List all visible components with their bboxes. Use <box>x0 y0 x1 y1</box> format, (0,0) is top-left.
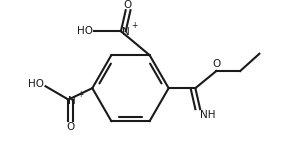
Text: N: N <box>122 27 130 37</box>
Text: HO: HO <box>77 26 93 36</box>
Text: O: O <box>123 0 132 10</box>
Text: +: + <box>78 90 84 99</box>
Text: N: N <box>68 96 76 105</box>
Text: NH: NH <box>200 110 216 120</box>
Text: +: + <box>131 21 137 30</box>
Text: O: O <box>212 59 221 69</box>
Text: HO: HO <box>28 79 44 89</box>
Text: O: O <box>66 122 74 132</box>
